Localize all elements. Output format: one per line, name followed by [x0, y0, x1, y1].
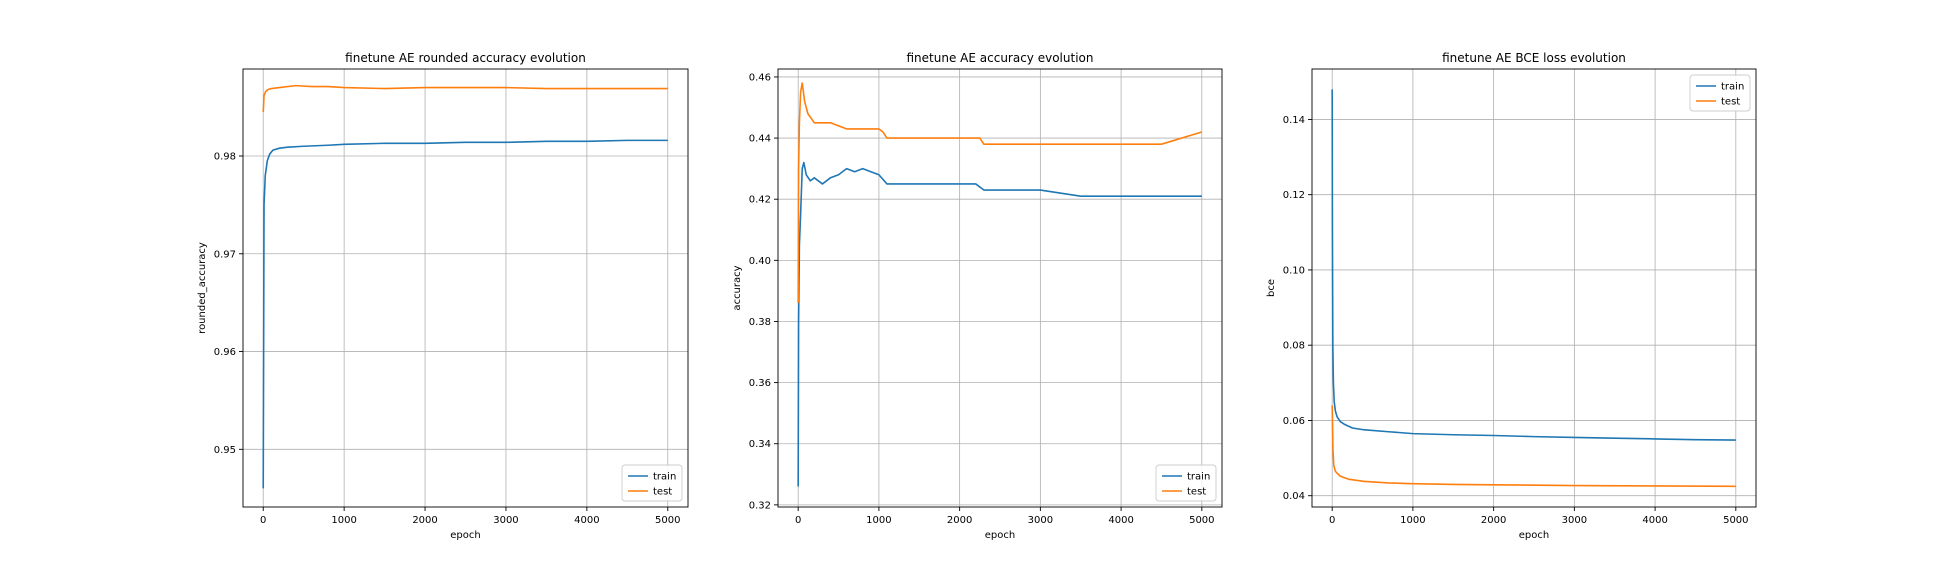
legend-label-train: train [1721, 82, 1744, 93]
y-axis-label: accuracy [732, 265, 743, 310]
series-line-test [797, 82, 1203, 304]
x-axis-label: epoch [985, 530, 1015, 541]
legend-label-train: train [653, 472, 676, 483]
x-tick-label: 5000 [655, 515, 680, 526]
x-tick-label: 4000 [574, 515, 599, 526]
legend: train test [1689, 74, 1751, 112]
y-tick-label: 0.44 [749, 134, 771, 145]
y-tick-label: 0.97 [214, 249, 236, 260]
x-tick-label: 2000 [947, 515, 972, 526]
x-tick-label: 0 [795, 515, 801, 526]
y-tick-label: 0.96 [214, 347, 236, 358]
x-tick-label: 1000 [1400, 515, 1425, 526]
y-tick-label: 0.04 [1283, 491, 1305, 502]
chart-title: finetune AE BCE loss evolution [1442, 51, 1626, 65]
legend-label-test: test [1187, 487, 1206, 498]
y-tick-label: 0.98 [214, 152, 236, 163]
x-tick-label: 2000 [412, 515, 437, 526]
x-axis-label: epoch [1519, 530, 1549, 541]
x-tick-label: 4000 [1108, 515, 1133, 526]
legend-label-test: test [653, 487, 672, 498]
axes-frame [777, 68, 1223, 508]
chart-panel-1: 0 1000 2000 3000 4000 5000 0.95 0.96 0.97 0.98 fin… [197, 51, 689, 541]
x-axis-label: epoch [450, 530, 480, 541]
y-tick-label: 0.34 [749, 439, 771, 450]
x-tick-label: 3000 [1562, 515, 1587, 526]
chart-panel-2: 0 1000 2000 3000 4000 5000 0.32 0.34 0.36 0.38 0.4… [732, 51, 1223, 541]
legend-box [1155, 464, 1217, 502]
legend-label-train: train [1187, 472, 1210, 483]
y-tick-label: 0.06 [1283, 416, 1305, 427]
x-tick-label: 1000 [331, 515, 356, 526]
series-line-train [262, 139, 668, 489]
legend: train test [1155, 464, 1217, 502]
series-line-test [1331, 405, 1736, 488]
chart-title: finetune AE rounded accuracy evolution [345, 51, 586, 65]
x-tick-label: 0 [260, 515, 266, 526]
x-tick-label: 5000 [1189, 515, 1214, 526]
y-tick-label: 0.12 [1283, 190, 1305, 201]
axes-frame [1311, 68, 1757, 508]
x-tick-label: 3000 [1028, 515, 1053, 526]
y-tick-label: 0.38 [749, 317, 771, 328]
x-tick-label: 1000 [866, 515, 891, 526]
x-tick-label: 4000 [1642, 515, 1667, 526]
y-axis-label: bce [1266, 279, 1277, 297]
series-line-train [797, 161, 1202, 487]
legend-label-test: test [1721, 97, 1740, 108]
chart-title: finetune AE accuracy evolution [907, 51, 1094, 65]
series-line-test [262, 84, 668, 113]
chart-panel-3: 0 1000 2000 3000 4000 5000 0.04 0.06 0.08 0.10 0.1… [1266, 51, 1757, 541]
y-tick-label: 0.40 [749, 256, 771, 267]
x-tick-label: 3000 [493, 515, 518, 526]
legend: train test [621, 464, 683, 502]
y-tick-label: 0.14 [1283, 115, 1305, 126]
x-tick-label: 5000 [1723, 515, 1748, 526]
legend-box [1689, 74, 1751, 112]
y-tick-label: 0.95 [214, 445, 236, 456]
y-tick-label: 0.10 [1283, 265, 1305, 276]
legend-box [621, 464, 683, 502]
y-tick-label: 0.32 [749, 500, 771, 511]
x-tick-label: 0 [1329, 515, 1335, 526]
y-tick-label: 0.36 [749, 378, 771, 389]
y-tick-label: 0.08 [1283, 341, 1305, 352]
x-tick-label: 2000 [1481, 515, 1506, 526]
y-tick-label: 0.42 [749, 195, 771, 206]
axes-frame [242, 68, 689, 508]
y-axis-label: rounded_accuracy [197, 242, 208, 334]
y-tick-label: 0.46 [749, 72, 771, 83]
series-line-train [1331, 89, 1736, 441]
